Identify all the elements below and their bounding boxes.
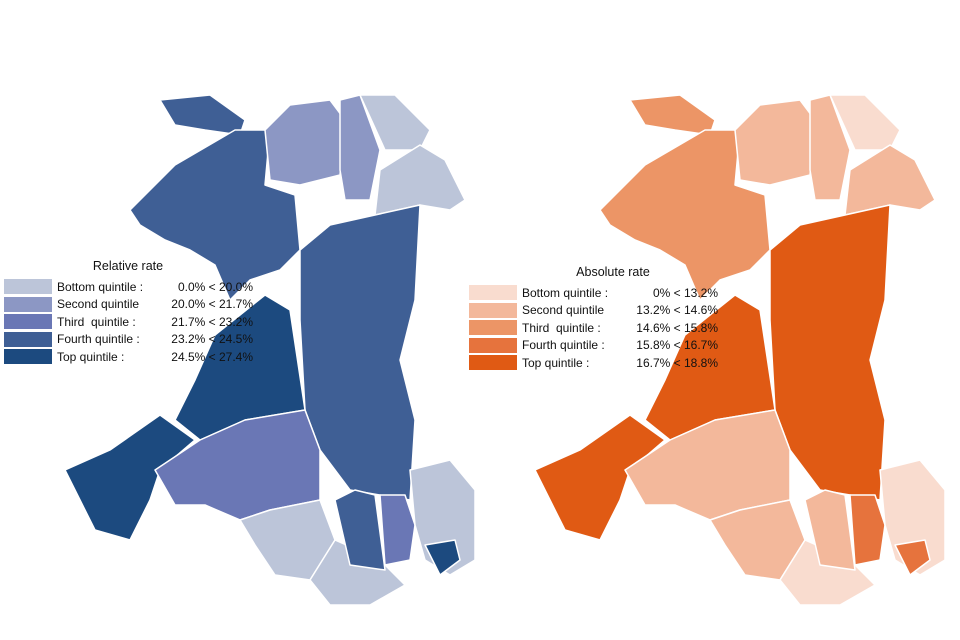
legend-swatch	[3, 313, 53, 331]
quintile-label: Second quintile	[57, 297, 140, 312]
quintile-range: 0% < 13.2%	[652, 285, 718, 300]
quintile-label: Third quintile :	[57, 314, 136, 329]
legend-item: Fourth quintile : 23.2% < 24.5%	[3, 330, 253, 349]
relative-rate-legend: Relative rate Bottom quintile : 0.0% < 20…	[3, 259, 253, 366]
quintile-range: 21.7% < 23.2%	[171, 314, 253, 329]
legend-item: Bottom quintile : 0.0% < 20.0%	[3, 278, 253, 296]
region	[309, 539, 406, 606]
quintile-range: 0.0% < 20.0%	[177, 279, 253, 294]
region	[829, 94, 901, 151]
legend-item: Top quintile : 16.7% < 18.8%	[468, 354, 718, 372]
quintile-label: Second quintile	[522, 303, 605, 318]
quintile-range: 23.2% < 24.5%	[171, 332, 253, 347]
quintile-range: 14.6% < 15.8%	[636, 320, 718, 335]
quintile-label: Fourth quintile :	[57, 332, 140, 347]
quintile-range: 13.2% < 14.6%	[636, 303, 718, 318]
legend-item: Second quintile 13.2% < 14.6%	[468, 301, 718, 320]
quintile-range: 16.7% < 18.8%	[636, 355, 718, 370]
legend-item: Fourth quintile : 15.8% < 16.7%	[468, 336, 718, 355]
region	[599, 129, 771, 301]
legend-title: Absolute rate	[576, 265, 650, 279]
region	[129, 129, 301, 301]
legend-swatch	[3, 330, 53, 348]
legend-item: Third quintile : 21.7% < 23.2%	[3, 313, 253, 331]
quintile-label: Top quintile :	[57, 349, 125, 364]
quintile-label: Top quintile :	[522, 355, 590, 370]
region	[779, 539, 876, 606]
quintile-label: Fourth quintile :	[522, 338, 605, 353]
legend-swatch	[468, 301, 518, 319]
region	[334, 489, 386, 571]
absolute-rate-legend: Absolute rate Bottom quintile : 0% < 13.2…	[468, 265, 718, 372]
legend-swatch	[468, 284, 518, 302]
region	[804, 489, 856, 571]
legend-swatch	[3, 295, 53, 313]
legend-swatch	[468, 319, 518, 337]
quintile-label: Bottom quintile :	[522, 285, 609, 300]
quintile-range: 24.5% < 27.4%	[171, 349, 253, 364]
absolute-rate-map	[534, 94, 946, 606]
legend-swatch	[468, 336, 518, 354]
region	[264, 99, 346, 186]
region	[159, 94, 246, 136]
legend-item: Bottom quintile : 0% < 13.2%	[468, 284, 718, 302]
region	[629, 94, 716, 136]
region	[734, 99, 816, 186]
quintile-range: 15.8% < 16.7%	[636, 338, 718, 353]
region	[64, 414, 196, 541]
legend-item: Top quintile : 24.5% < 27.4%	[3, 348, 253, 366]
quintile-range: 20.0% < 21.7%	[171, 297, 253, 312]
region	[424, 539, 461, 576]
region	[624, 409, 791, 521]
legend-item: Third quintile : 14.6% < 15.8%	[468, 319, 718, 337]
legend-swatch	[3, 278, 53, 296]
legend-item: Second quintile 20.0% < 21.7%	[3, 295, 253, 314]
region	[379, 494, 416, 566]
legend-swatch	[468, 354, 518, 372]
quintile-label: Third quintile :	[522, 320, 601, 335]
region	[894, 539, 931, 576]
relative-rate-map	[64, 94, 476, 606]
region	[154, 409, 321, 521]
region	[359, 94, 431, 151]
legend-title: Relative rate	[92, 259, 164, 273]
region	[534, 414, 666, 541]
quintile-label: Bottom quintile :	[57, 279, 144, 294]
legend-swatch	[3, 348, 53, 366]
region	[849, 494, 886, 566]
